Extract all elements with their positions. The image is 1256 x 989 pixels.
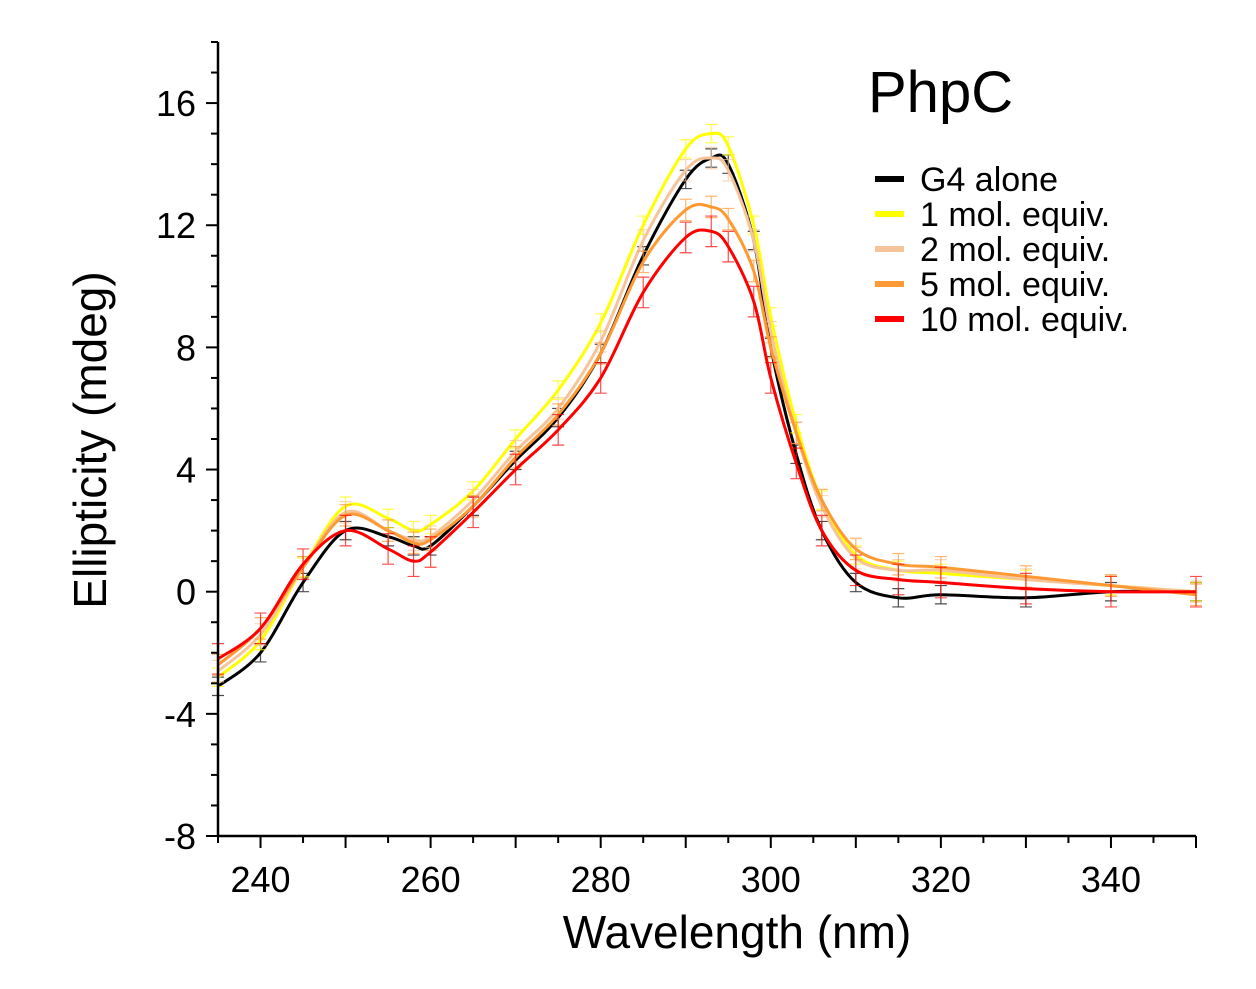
legend-item: 2 mol. equiv. bbox=[875, 231, 1110, 269]
y-axis-label: Ellipticity (mdeg) bbox=[64, 271, 116, 608]
legend-label: 1 mol. equiv. bbox=[920, 196, 1110, 234]
x-tick-label: 260 bbox=[401, 859, 461, 900]
x-tick-label: 300 bbox=[741, 859, 801, 900]
legend-label: G4 alone bbox=[920, 161, 1058, 199]
y-tick-label: 4 bbox=[176, 450, 196, 491]
x-tick-label: 240 bbox=[230, 859, 290, 900]
y-tick-label: -4 bbox=[164, 694, 196, 735]
legend-label: 2 mol. equiv. bbox=[920, 231, 1110, 269]
y-tick-label: -8 bbox=[164, 816, 196, 857]
series-line bbox=[217, 228, 1197, 661]
x-tick-label: 320 bbox=[911, 859, 971, 900]
y-tick-label: 8 bbox=[176, 327, 196, 368]
y-tick-label: 0 bbox=[176, 572, 196, 613]
legend-label: 5 mol. equiv. bbox=[920, 266, 1110, 304]
legend-item: G4 alone bbox=[875, 161, 1058, 199]
series-line bbox=[217, 202, 1197, 667]
chart-title: PhpC bbox=[868, 60, 1013, 125]
x-axis-label: Wavelength (nm) bbox=[563, 906, 912, 958]
legend-item: 10 mol. equiv. bbox=[875, 301, 1129, 339]
series-layer bbox=[212, 123, 1202, 697]
legend-item: 1 mol. equiv. bbox=[875, 196, 1110, 234]
y-tick-label: 12 bbox=[156, 205, 196, 246]
legend-label: 10 mol. equiv. bbox=[920, 301, 1129, 339]
x-tick-label: 280 bbox=[571, 859, 631, 900]
series-4 bbox=[212, 215, 1202, 675]
legend-item: 5 mol. equiv. bbox=[875, 266, 1110, 304]
axes: -8 -4 0 4 8 12 16 240 260 280 300 320 340 bbox=[156, 41, 1197, 900]
y-tick-label: 16 bbox=[156, 83, 196, 124]
x-tick-label: 340 bbox=[1081, 859, 1141, 900]
